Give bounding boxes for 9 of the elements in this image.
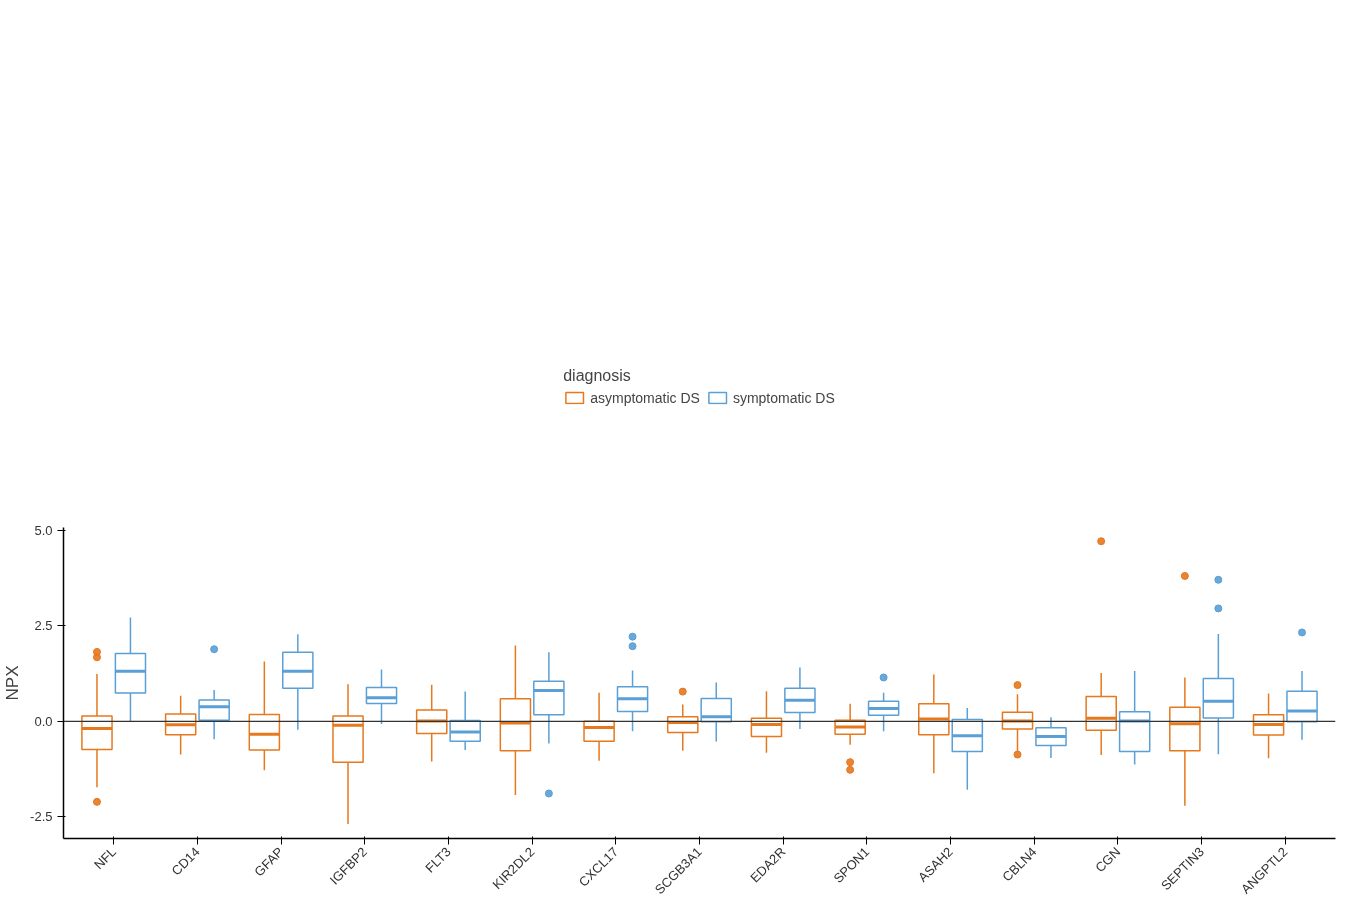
y-axis-title: NPX xyxy=(3,665,23,701)
legend-label: asymptomatic DS xyxy=(590,389,700,405)
y-tick-label: 5.0 xyxy=(34,523,53,539)
y-tick-label: -2.5 xyxy=(30,809,53,825)
legend-label: symptomatic DS xyxy=(732,389,835,405)
legend-title: diagnosis xyxy=(563,366,632,384)
y-tick-label: 2.5 xyxy=(34,618,53,634)
y-tick-label: 0.0 xyxy=(34,713,53,729)
x-tick-label: NFL xyxy=(91,844,120,873)
